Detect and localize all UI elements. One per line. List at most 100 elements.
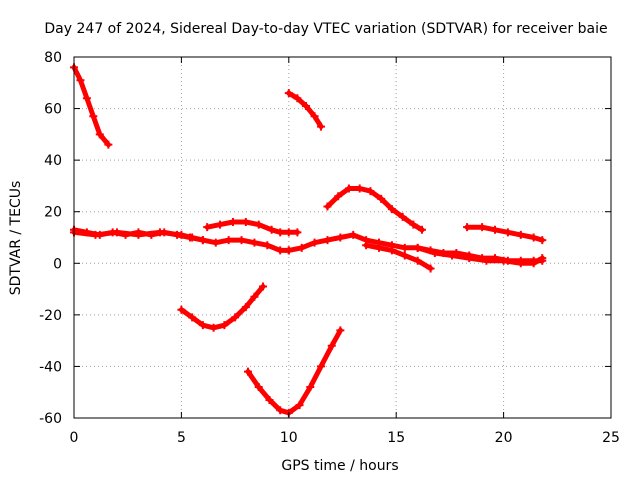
series-track-2	[284, 89, 326, 131]
data-point	[104, 140, 113, 149]
data-point	[516, 259, 525, 268]
data-point	[231, 313, 240, 322]
data-point	[265, 395, 274, 404]
data-point	[263, 241, 272, 250]
data-point	[198, 236, 207, 245]
data-point	[465, 254, 474, 263]
data-point	[344, 184, 353, 193]
data-point	[323, 202, 332, 211]
data-point	[478, 223, 487, 232]
data-point	[417, 225, 426, 234]
data-point	[413, 256, 422, 265]
series-line	[71, 64, 111, 148]
data-point	[276, 406, 285, 415]
data-point	[297, 243, 306, 252]
data-point	[112, 228, 121, 237]
data-point	[317, 122, 326, 131]
data-point	[293, 228, 302, 237]
x-tick-label: 10	[280, 430, 298, 446]
data-point	[516, 230, 525, 239]
data-point	[355, 184, 364, 193]
data-point	[177, 305, 186, 314]
data-point	[377, 194, 386, 203]
data-point	[155, 228, 164, 237]
series-track-5	[203, 218, 302, 237]
x-tick-label: 15	[387, 430, 405, 446]
series-track-8	[362, 241, 435, 273]
data-point	[243, 367, 252, 376]
data-point	[362, 241, 371, 250]
data-point	[482, 256, 491, 265]
data-point	[334, 192, 343, 201]
data-point	[310, 238, 319, 247]
y-tick-label: 0	[53, 256, 62, 272]
data-point	[375, 243, 384, 252]
data-point	[188, 233, 197, 242]
series-track-12	[243, 326, 345, 417]
data-point	[400, 251, 409, 260]
plot-frame	[73, 56, 612, 419]
data-point	[228, 218, 237, 227]
data-point	[463, 223, 472, 232]
data-point	[76, 76, 85, 85]
data-point	[241, 303, 250, 312]
data-point	[224, 236, 233, 245]
data-point	[366, 187, 375, 196]
data-point	[306, 383, 315, 392]
data-point	[310, 112, 319, 121]
data-point	[254, 383, 263, 392]
series-track-10	[463, 223, 547, 245]
data-point	[323, 236, 332, 245]
data-point	[293, 94, 302, 103]
data-point	[259, 282, 268, 291]
data-point	[91, 230, 100, 239]
x-tick-label: 25	[602, 430, 620, 446]
data-point	[211, 238, 220, 247]
data-point	[209, 323, 218, 332]
data-point	[317, 362, 326, 371]
data-point	[177, 230, 186, 239]
data-point	[284, 89, 293, 98]
y-axis-label: SDTVAR / TECUs	[8, 181, 24, 296]
grid	[74, 57, 611, 418]
x-tick-label: 5	[177, 430, 186, 446]
x-axis-label: GPS time / hours	[281, 458, 398, 474]
data-point	[448, 251, 457, 260]
data-point	[301, 101, 310, 110]
series-line	[325, 186, 425, 233]
data-point	[203, 223, 212, 232]
data-point	[400, 243, 409, 252]
data-point	[349, 230, 358, 239]
data-point	[491, 225, 500, 234]
data-point	[387, 246, 396, 255]
data-point	[284, 246, 293, 255]
chart-title: Day 247 of 2024, Sidereal Day-to-day VTE…	[44, 21, 607, 37]
data-point	[529, 259, 538, 268]
data-series	[70, 63, 547, 417]
data-point	[327, 341, 336, 350]
y-tick-label: 40	[44, 153, 62, 169]
data-point	[220, 321, 229, 330]
y-tick-label: 80	[44, 50, 62, 66]
data-point	[254, 220, 263, 229]
data-point	[276, 228, 285, 237]
data-point	[82, 94, 91, 103]
data-point	[499, 256, 508, 265]
series-line	[245, 327, 343, 416]
data-point	[237, 236, 246, 245]
y-tick-label: -20	[39, 308, 62, 324]
data-point	[538, 254, 547, 263]
data-point	[336, 326, 345, 335]
data-point	[387, 205, 396, 214]
ticks: 0 5 10 15 20 25 -60 -40 -20 0 20 40 60 80	[39, 50, 620, 446]
series-track-7	[323, 184, 426, 234]
data-point	[188, 313, 197, 322]
data-point	[413, 243, 422, 252]
data-point	[250, 238, 259, 247]
data-point	[267, 225, 276, 234]
data-point	[276, 246, 285, 255]
data-point	[529, 233, 538, 242]
y-tick-label: -40	[39, 359, 62, 375]
data-point	[250, 292, 259, 301]
